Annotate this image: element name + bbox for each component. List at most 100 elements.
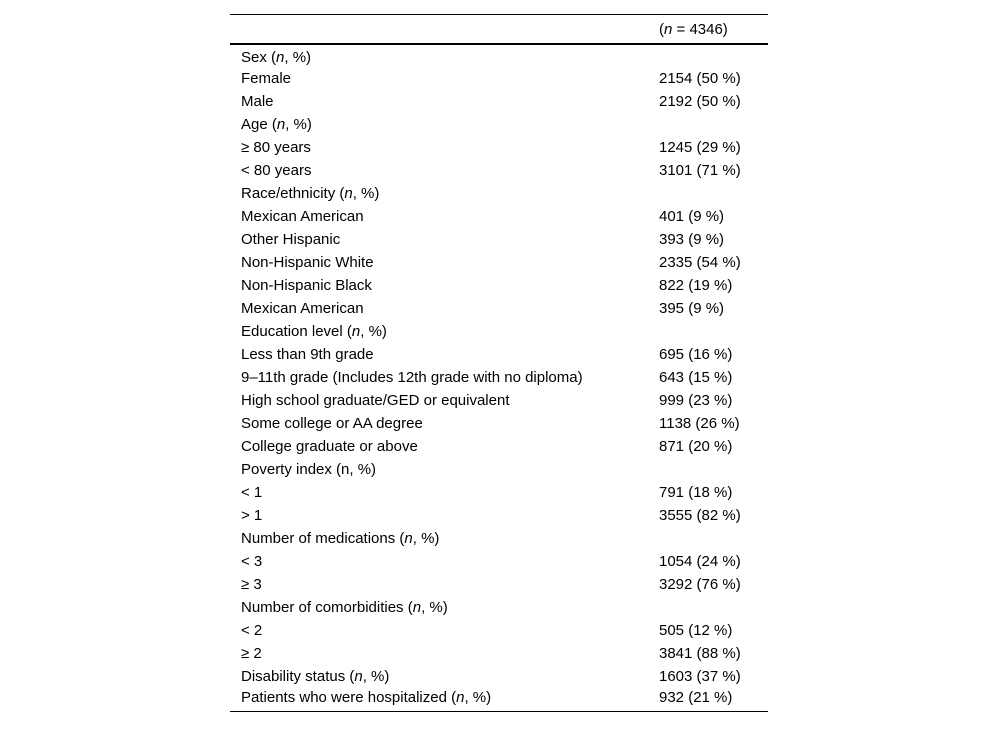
row-label: Number of comorbidities (n, %) xyxy=(230,596,659,619)
row-value: 2192 (50 %) xyxy=(659,93,741,110)
row-value xyxy=(659,458,768,481)
row-label-italic-n: n xyxy=(276,49,285,66)
row-label-text: Disability status ( xyxy=(241,668,355,685)
row-label: Disability status (n, %) xyxy=(230,665,659,688)
table-row: < 2 505 (12 %) xyxy=(230,619,768,642)
row-label-text: ≥ 2 xyxy=(241,645,262,662)
row-label-text: High school graduate/GED or equivalent xyxy=(241,392,510,409)
row-label: < 80 years xyxy=(230,159,659,182)
row-label-italic-n: n xyxy=(354,668,363,685)
row-label-text: ≥ 80 years xyxy=(241,139,311,156)
row-value: 2335 (54 %) xyxy=(659,254,741,271)
row-label-italic-n: n xyxy=(456,689,465,707)
table-header: (n = 4346) xyxy=(230,14,768,45)
row-value: 1603 (37 %) xyxy=(659,668,741,685)
row-label-suffix: , %) xyxy=(352,185,380,202)
header-n-pre: ( xyxy=(659,20,664,38)
row-value: 871 (20 %) xyxy=(659,438,733,455)
row-label-italic-n: n xyxy=(344,185,353,202)
row-value xyxy=(659,527,768,550)
table-row: Non-Hispanic White 2335 (54 %) xyxy=(230,251,768,274)
row-value: 401 (9 %) xyxy=(659,208,725,225)
table-row: Disability status (n, %) 1603 (37 %) xyxy=(230,665,768,688)
table-row: < 80 years 3101 (71 %) xyxy=(230,159,768,182)
row-label-text: Non-Hispanic Black xyxy=(241,277,372,294)
row-label-suffix: , %) xyxy=(284,49,312,66)
row-label-suffix: , %) xyxy=(464,689,492,707)
row-label: Less than 9th grade xyxy=(230,343,659,366)
table-row: Age (n, %) xyxy=(230,113,768,136)
row-label-text: Mexican American xyxy=(241,208,364,225)
row-value xyxy=(659,320,768,343)
row-label-text: > 1 xyxy=(241,507,263,524)
header-n-post: = 4346) xyxy=(672,20,728,38)
row-label-text: Number of medications ( xyxy=(241,530,405,547)
row-label-text: 9–11th grade (Includes 12th grade with n… xyxy=(241,369,583,386)
row-label: 9–11th grade (Includes 12th grade with n… xyxy=(230,366,659,389)
row-value: 643 (15 %) xyxy=(659,369,733,386)
row-label: Patients who were hospitalized (n, %) xyxy=(230,688,659,711)
row-label: Male xyxy=(230,90,659,113)
row-value: 3841 (88 %) xyxy=(659,645,741,662)
row-label-text: < 80 years xyxy=(241,162,312,179)
row-value: 1245 (29 %) xyxy=(659,139,741,156)
row-label-suffix: , %) xyxy=(360,323,387,340)
row-label-suffix: , %) xyxy=(421,599,448,616)
row-label: College graduate or above xyxy=(230,435,659,458)
row-label: ≥ 3 xyxy=(230,573,659,596)
row-label: < 2 xyxy=(230,619,659,642)
row-value: 822 (19 %) xyxy=(659,277,733,294)
table-row: ≥ 2 3841 (88 %) xyxy=(230,642,768,665)
row-label-text: Patients who were hospitalized ( xyxy=(241,689,457,707)
row-label: Non-Hispanic White xyxy=(230,251,659,274)
table-row: Other Hispanic 393 (9 %) xyxy=(230,228,768,251)
row-label: High school graduate/GED or equivalent xyxy=(230,389,659,412)
row-label: Poverty index (n, %) xyxy=(230,458,659,481)
row-label-text: Less than 9th grade xyxy=(241,346,374,363)
row-label-text: Number of comorbidities ( xyxy=(241,599,413,616)
row-label-text: < 3 xyxy=(241,553,263,570)
table-body: Sex (n, %) Female 2154 (50 %) Male 2192 … xyxy=(230,44,768,711)
row-label-text: Some college or AA degree xyxy=(241,415,423,432)
header-label-cell xyxy=(230,14,659,45)
row-label-text: ≥ 3 xyxy=(241,576,262,593)
table-row: College graduate or above 871 (20 %) xyxy=(230,435,768,458)
header-n-italic: n xyxy=(664,20,673,38)
header-n-cell: (n = 4346) xyxy=(659,14,768,45)
row-value: 395 (9 %) xyxy=(659,300,725,317)
row-label: Female xyxy=(230,67,659,90)
table-container: (n = 4346) Sex (n, %) Female 2154 (50 %)… xyxy=(230,14,768,712)
table-row: Some college or AA degree 1138 (26 %) xyxy=(230,412,768,435)
table-row: Mexican American 395 (9 %) xyxy=(230,297,768,320)
row-label-text: Male xyxy=(241,93,274,110)
row-value: 2154 (50 %) xyxy=(659,70,741,87)
row-label-text: Mexican American xyxy=(241,300,364,317)
row-label: Sex (n, %) xyxy=(230,44,659,67)
row-value: 3292 (76 %) xyxy=(659,576,741,593)
row-label-text: Age ( xyxy=(241,116,277,133)
row-label: < 3 xyxy=(230,550,659,573)
table-row: High school graduate/GED or equivalent 9… xyxy=(230,389,768,412)
row-value: 3101 (71 %) xyxy=(659,162,741,179)
table-row: < 3 1054 (24 %) xyxy=(230,550,768,573)
baseline-characteristics-table: (n = 4346) Sex (n, %) Female 2154 (50 %)… xyxy=(230,14,768,712)
table-row: > 1 3555 (82 %) xyxy=(230,504,768,527)
row-label-text: < 1 xyxy=(241,484,263,501)
row-label-italic-n: n xyxy=(412,599,422,616)
row-label-text: Non-Hispanic White xyxy=(241,254,374,271)
row-label: Education level (n, %) xyxy=(230,320,659,343)
table-row: Non-Hispanic Black 822 (19 %) xyxy=(230,274,768,297)
row-label: Mexican American xyxy=(230,297,659,320)
table-row: Patients who were hospitalized (n, %) 93… xyxy=(230,688,768,711)
row-label-text: Race/ethnicity ( xyxy=(241,185,345,202)
row-label-text: College graduate or above xyxy=(241,438,418,455)
row-label-italic-n: n xyxy=(404,530,413,547)
row-label: Number of medications (n, %) xyxy=(230,527,659,550)
row-value: 393 (9 %) xyxy=(659,231,725,248)
row-label: Some college or AA degree xyxy=(230,412,659,435)
row-value xyxy=(659,44,768,67)
row-label-italic-n: n xyxy=(276,116,286,133)
row-label-text: Poverty index (n, %) xyxy=(241,461,377,478)
row-label: ≥ 80 years xyxy=(230,136,659,159)
row-label-italic-n: n xyxy=(351,323,361,340)
